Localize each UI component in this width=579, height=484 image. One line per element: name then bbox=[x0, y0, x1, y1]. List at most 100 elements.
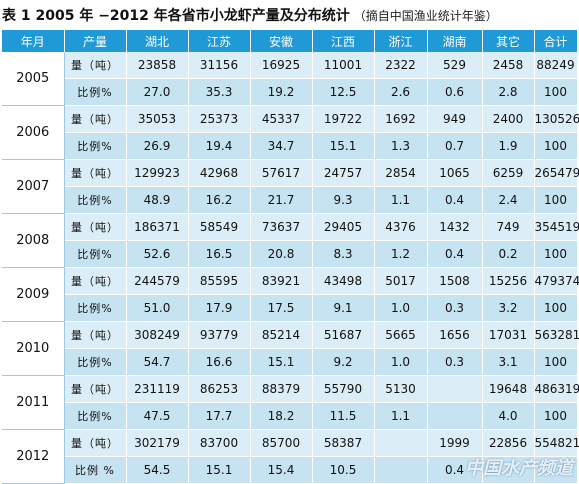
value-cell: 554821 bbox=[534, 429, 579, 457]
value-cell: 563281 bbox=[534, 321, 579, 349]
value-cell: 749 bbox=[482, 213, 535, 241]
value-cell: 354519 bbox=[534, 213, 579, 241]
value-cell: 9.1 bbox=[312, 294, 375, 322]
value-cell: 3.2 bbox=[482, 294, 535, 322]
value-cell: 231119 bbox=[126, 375, 189, 403]
value-cell: 85700 bbox=[250, 429, 313, 457]
header-cell: 浙江 bbox=[374, 30, 428, 52]
value-cell: 24757 bbox=[312, 159, 375, 187]
value-cell: 100 bbox=[534, 348, 578, 376]
value-cell: 479374 bbox=[534, 267, 579, 295]
table-row: 比例% 51.0 17.9 17.5 9.1 1.0 0.3 3.2 100 bbox=[2, 294, 578, 322]
header-cell: 安徽 bbox=[250, 30, 313, 52]
value-cell: 5130 bbox=[374, 375, 428, 403]
value-cell: 19722 bbox=[312, 105, 375, 133]
value-cell: 0.4 bbox=[427, 240, 483, 268]
value-cell: 8.3 bbox=[312, 240, 375, 268]
value-cell: 4.0 bbox=[482, 402, 535, 430]
value-cell: 23858 bbox=[126, 52, 189, 79]
value-cell: 2854 bbox=[374, 159, 428, 187]
value-cell bbox=[427, 402, 483, 430]
value-cell: 51.0 bbox=[126, 294, 189, 322]
value-cell: 19.4 bbox=[188, 132, 251, 160]
metric-label: 比例% bbox=[64, 240, 127, 268]
metric-label: 量（吨） bbox=[64, 267, 127, 295]
table-body: 2005 量（吨） 23858 31156 16925 11001 2322 529 2458 8… bbox=[2, 52, 579, 484]
value-cell: 17.5 bbox=[250, 294, 313, 322]
table-row: 2005 量（吨） 23858 31156 16925 11001 2322 529 2458 8… bbox=[2, 52, 578, 106]
value-cell: 18.2 bbox=[250, 402, 313, 430]
value-cell: 100 bbox=[534, 132, 578, 160]
value-cell: 0.4 bbox=[427, 186, 483, 214]
value-cell: 35053 bbox=[126, 105, 189, 133]
value-cell: 9.3 bbox=[312, 186, 375, 214]
value-cell: 47.5 bbox=[126, 402, 189, 430]
value-cell: 16.6 bbox=[188, 348, 251, 376]
value-cell: 100 bbox=[534, 294, 578, 322]
source-note: （摘自中国渔业统计年鉴） bbox=[353, 8, 498, 23]
value-cell: 100 bbox=[534, 402, 578, 430]
value-cell: 15.1 bbox=[250, 348, 313, 376]
metric-label: 量（吨） bbox=[64, 375, 127, 403]
metric-label: 比例% bbox=[64, 402, 127, 430]
value-cell: 54.7 bbox=[126, 348, 189, 376]
value-cell: 15.4 bbox=[250, 456, 313, 484]
value-cell: 2.4 bbox=[482, 186, 535, 214]
table-row: 比例% 47.5 17.7 18.2 11.5 1.1 4.0 100 bbox=[2, 402, 578, 430]
table-row: 比例% 52.6 16.5 20.8 8.3 1.2 0.4 0.2 100 bbox=[2, 240, 578, 268]
value-cell: 26.9 bbox=[126, 132, 189, 160]
value-cell: 6259 bbox=[482, 159, 535, 187]
value-cell: 20.8 bbox=[250, 240, 313, 268]
value-cell: 100 bbox=[534, 186, 578, 214]
value-cell: 29405 bbox=[312, 213, 375, 241]
value-cell: 34.7 bbox=[250, 132, 313, 160]
year-cell: 2008 bbox=[2, 213, 65, 268]
value-cell: 0.4 bbox=[427, 456, 483, 484]
title-bar: 表 1 2005 年 −2012 年各省市小龙虾产量及分布统计 （摘自中国渔业统… bbox=[0, 0, 579, 30]
value-cell: 5665 bbox=[374, 321, 428, 349]
value-cell: 88379 bbox=[250, 375, 313, 403]
value-cell: 11001 bbox=[312, 52, 375, 79]
value-cell: 17.7 bbox=[188, 402, 251, 430]
value-cell: 45337 bbox=[250, 105, 313, 133]
value-cell: 88249 bbox=[534, 52, 578, 79]
metric-label: 量（吨） bbox=[64, 429, 127, 457]
value-cell: 10.5 bbox=[312, 456, 375, 484]
value-cell: 22856 bbox=[482, 429, 535, 457]
value-cell: 83921 bbox=[250, 267, 313, 295]
value-cell: 25373 bbox=[188, 105, 251, 133]
value-cell: 2.8 bbox=[482, 78, 535, 106]
header-cell: 其它 bbox=[482, 30, 535, 52]
value-cell: 55790 bbox=[312, 375, 375, 403]
value-cell: 529 bbox=[427, 52, 483, 79]
year-cell: 2010 bbox=[2, 321, 65, 376]
value-cell: 1.3 bbox=[374, 132, 428, 160]
value-cell: 15.1 bbox=[312, 132, 375, 160]
header-cell: 湖北 bbox=[126, 30, 189, 52]
value-cell: 2322 bbox=[374, 52, 428, 79]
value-cell: 4376 bbox=[374, 213, 428, 241]
value-cell: 1.0 bbox=[374, 348, 428, 376]
value-cell: 73637 bbox=[250, 213, 313, 241]
table-row: 比例% 26.9 19.4 34.7 15.1 1.3 0.7 1.9 100 bbox=[2, 132, 578, 160]
crayfish-output-table: 年月 产量 湖北 江苏 安徽 江西 浙江 湖南 其它 合计 2005 量（吨） 23… bbox=[2, 30, 579, 484]
value-cell: 0.3 bbox=[427, 294, 483, 322]
value-cell: 16.5 bbox=[188, 240, 251, 268]
value-cell: 5017 bbox=[374, 267, 428, 295]
metric-label: 比例% bbox=[64, 348, 127, 376]
table-row: 2007 量（吨） 129923 42968 57617 24757 2854 1065 625… bbox=[2, 159, 579, 214]
metric-label: 量（吨） bbox=[64, 52, 127, 79]
value-cell: 1432 bbox=[427, 213, 483, 241]
header-row: 年月 产量 湖北 江苏 安徽 江西 浙江 湖南 其它 合计 bbox=[2, 30, 578, 52]
metric-label: 比例% bbox=[64, 294, 127, 322]
value-cell: 16925 bbox=[250, 52, 313, 79]
table-row: 比例% 27.0 35.3 19.2 12.5 2.6 0.6 2.8 100 bbox=[2, 78, 578, 106]
value-cell bbox=[427, 375, 483, 403]
value-cell: 949 bbox=[427, 105, 483, 133]
header-cell: 湖南 bbox=[427, 30, 483, 52]
value-cell: 0.7 bbox=[427, 132, 483, 160]
header-cell: 江苏 bbox=[188, 30, 251, 52]
table-row: 比例 % 54.5 15.1 15.4 10.5 0.4 bbox=[2, 456, 578, 484]
value-cell: 48.9 bbox=[126, 186, 189, 214]
value-cell: 308249 bbox=[126, 321, 189, 349]
